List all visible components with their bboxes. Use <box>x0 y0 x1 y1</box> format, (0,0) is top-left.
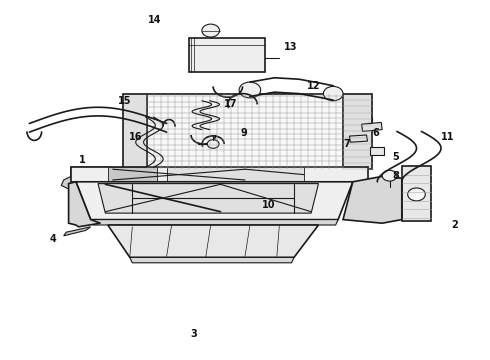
Text: 1: 1 <box>79 155 86 165</box>
Polygon shape <box>108 167 157 181</box>
Text: 17: 17 <box>223 99 237 109</box>
Polygon shape <box>167 167 304 181</box>
Text: 13: 13 <box>284 42 298 52</box>
Text: 14: 14 <box>148 15 162 25</box>
Text: 16: 16 <box>128 132 142 142</box>
Polygon shape <box>64 227 91 236</box>
Circle shape <box>207 140 219 148</box>
Text: 5: 5 <box>392 152 399 162</box>
Circle shape <box>408 188 425 201</box>
Circle shape <box>323 86 343 101</box>
Polygon shape <box>71 167 108 184</box>
Text: 9: 9 <box>240 128 247 138</box>
Bar <box>370 147 384 155</box>
Polygon shape <box>362 122 382 131</box>
Polygon shape <box>402 166 431 221</box>
Polygon shape <box>130 257 294 263</box>
FancyBboxPatch shape <box>189 38 265 72</box>
Polygon shape <box>71 167 368 182</box>
Polygon shape <box>61 176 83 189</box>
Text: 12: 12 <box>307 81 320 91</box>
Text: 8: 8 <box>392 171 399 181</box>
Polygon shape <box>71 182 368 193</box>
Circle shape <box>239 82 261 98</box>
Polygon shape <box>69 182 100 227</box>
Polygon shape <box>147 94 343 169</box>
Text: 3: 3 <box>190 329 197 339</box>
Polygon shape <box>98 184 318 213</box>
Circle shape <box>382 170 397 181</box>
Polygon shape <box>349 135 368 142</box>
Text: 15: 15 <box>118 96 132 106</box>
Polygon shape <box>71 167 147 169</box>
Text: 10: 10 <box>262 200 276 210</box>
Polygon shape <box>108 225 318 257</box>
Polygon shape <box>343 94 372 169</box>
Text: 7: 7 <box>343 139 350 149</box>
Circle shape <box>202 24 220 37</box>
Text: 6: 6 <box>372 128 379 138</box>
Text: 11: 11 <box>441 132 455 142</box>
Text: 2: 2 <box>451 220 458 230</box>
Polygon shape <box>76 182 353 220</box>
Text: 4: 4 <box>49 234 56 244</box>
Polygon shape <box>122 94 147 169</box>
Polygon shape <box>343 176 402 223</box>
Polygon shape <box>91 220 338 225</box>
